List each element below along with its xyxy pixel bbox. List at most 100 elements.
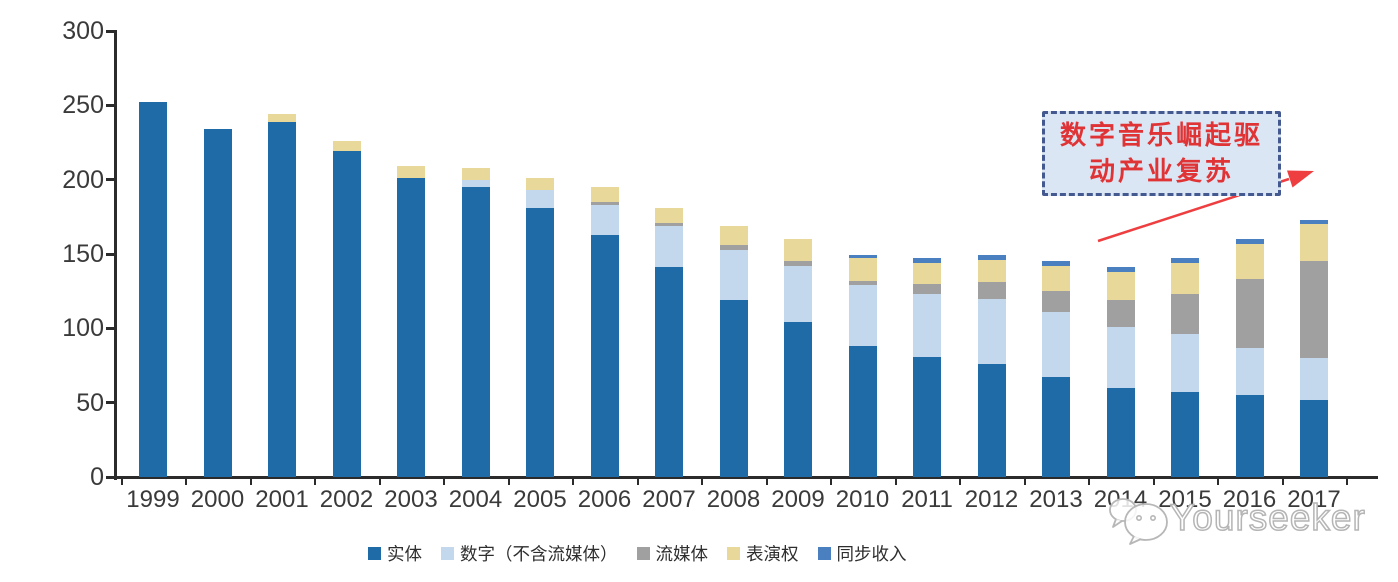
y-axis-tick <box>106 103 115 107</box>
x-axis-tick-label: 2001 <box>255 486 309 513</box>
x-axis-tick-label: 2002 <box>319 486 374 513</box>
bar-segment <box>1042 377 1070 477</box>
x-axis-tick <box>765 478 768 485</box>
bar-segment <box>1171 392 1199 477</box>
bar-segment <box>977 364 1006 477</box>
y-axis-tick <box>106 475 115 479</box>
bar-segment <box>655 225 683 268</box>
bar-segment <box>848 285 877 347</box>
x-axis-tick <box>1281 478 1284 485</box>
bar-segment <box>1106 387 1135 477</box>
legend-item: 同步收入 <box>817 541 907 566</box>
bar-segment <box>1042 265 1070 292</box>
x-axis-tick <box>507 478 510 485</box>
bar-segment <box>913 258 941 263</box>
bar-segment <box>848 258 877 281</box>
annotation-callout: 数字音乐崛起驱 动产业复苏 <box>1042 111 1281 196</box>
bar-segment <box>203 129 232 477</box>
x-axis-tick <box>249 478 252 485</box>
wechat-icon <box>1109 498 1168 545</box>
legend-item: 流媒体 <box>636 541 709 566</box>
x-axis-tick <box>572 478 575 485</box>
bar-segment <box>1106 326 1135 388</box>
y-axis-tick-label: 200 <box>62 165 104 194</box>
x-axis-tick <box>959 478 962 485</box>
legend-item: 数字（不含流媒体） <box>441 541 618 566</box>
x-axis-tick <box>894 478 897 485</box>
y-axis-tick <box>106 326 115 330</box>
legend-label: 表演权 <box>746 544 799 564</box>
bar-segment <box>719 300 748 477</box>
bar-segment <box>1235 395 1264 477</box>
bar-segment <box>784 261 812 266</box>
x-axis-line <box>114 476 1378 479</box>
bar-segment <box>590 201 619 205</box>
bar-segment <box>332 151 361 477</box>
bar-segment <box>1235 239 1264 244</box>
legend-label: 流媒体 <box>655 544 709 564</box>
y-axis-tick <box>106 252 115 256</box>
x-axis-tick <box>701 478 704 485</box>
x-axis-tick-label: 2008 <box>706 486 761 513</box>
bar-segment <box>590 187 619 202</box>
x-axis-tick <box>378 478 381 485</box>
legend-swatch <box>817 547 831 560</box>
bar-segment <box>1235 347 1264 396</box>
x-axis-tick-label: 2009 <box>771 486 825 513</box>
bar-segment <box>1042 291 1070 312</box>
bar-segment <box>977 255 1006 260</box>
y-axis-tick-label: 50 <box>76 388 104 417</box>
bar-segment <box>913 356 941 477</box>
bar-segment <box>1106 271 1135 301</box>
y-axis-tick-label: 0 <box>90 463 104 491</box>
bar-segment <box>1171 294 1199 335</box>
x-axis-tick <box>1152 478 1155 485</box>
bar-segment <box>848 346 877 477</box>
bar-segment <box>719 249 748 301</box>
bar-segment <box>526 207 554 477</box>
bar-segment <box>977 282 1006 299</box>
bar-segment <box>784 239 812 262</box>
bar-segment <box>1042 311 1070 378</box>
x-axis-tick <box>120 478 123 485</box>
bar-segment <box>784 265 812 323</box>
bar-segment <box>461 187 490 477</box>
y-axis-tick-label: 300 <box>62 17 104 45</box>
bar-segment <box>913 283 941 295</box>
legend-swatch <box>727 547 740 560</box>
y-axis-tick-label: 150 <box>62 240 104 268</box>
legend-item: 实体 <box>368 541 422 566</box>
x-axis-tick <box>185 478 188 485</box>
bar-segment <box>526 190 554 208</box>
legend-item: 表演权 <box>727 541 799 566</box>
bar-segment <box>1171 334 1199 393</box>
watermark: Yourseeker <box>1108 489 1366 547</box>
y-axis-tick <box>106 178 115 182</box>
bar-segment <box>1235 243 1264 280</box>
bar-segment <box>655 207 683 223</box>
x-axis-tick-label: 2004 <box>448 486 503 513</box>
x-axis-tick-label: 1999 <box>126 486 180 513</box>
bar-segment <box>655 222 683 226</box>
bar-segment <box>1042 261 1070 266</box>
y-axis-tick-label: 100 <box>62 314 104 343</box>
bar-segment <box>332 141 361 152</box>
bar-segment <box>1171 262 1199 295</box>
x-axis-tick <box>1217 478 1220 485</box>
x-axis-tick-label: 2017 <box>1287 486 1341 513</box>
bar-segment <box>397 178 425 477</box>
bar-segment <box>719 245 748 250</box>
x-axis-tick-label: 2012 <box>964 486 1019 513</box>
bar-segment <box>590 204 619 235</box>
x-axis-tick-label: 2006 <box>577 486 632 513</box>
x-axis-tick <box>1023 478 1026 485</box>
bar-segment <box>1300 219 1328 225</box>
bar-segment <box>1300 261 1328 359</box>
bar-segment <box>1106 300 1135 327</box>
legend-label: 数字（不含流媒体） <box>460 544 618 564</box>
bar-segment <box>719 225 748 246</box>
x-axis-tick <box>314 478 317 485</box>
legend-swatch <box>636 547 650 560</box>
x-axis-tick-label: 2015 <box>1158 486 1212 513</box>
bar-segment <box>1235 279 1264 348</box>
